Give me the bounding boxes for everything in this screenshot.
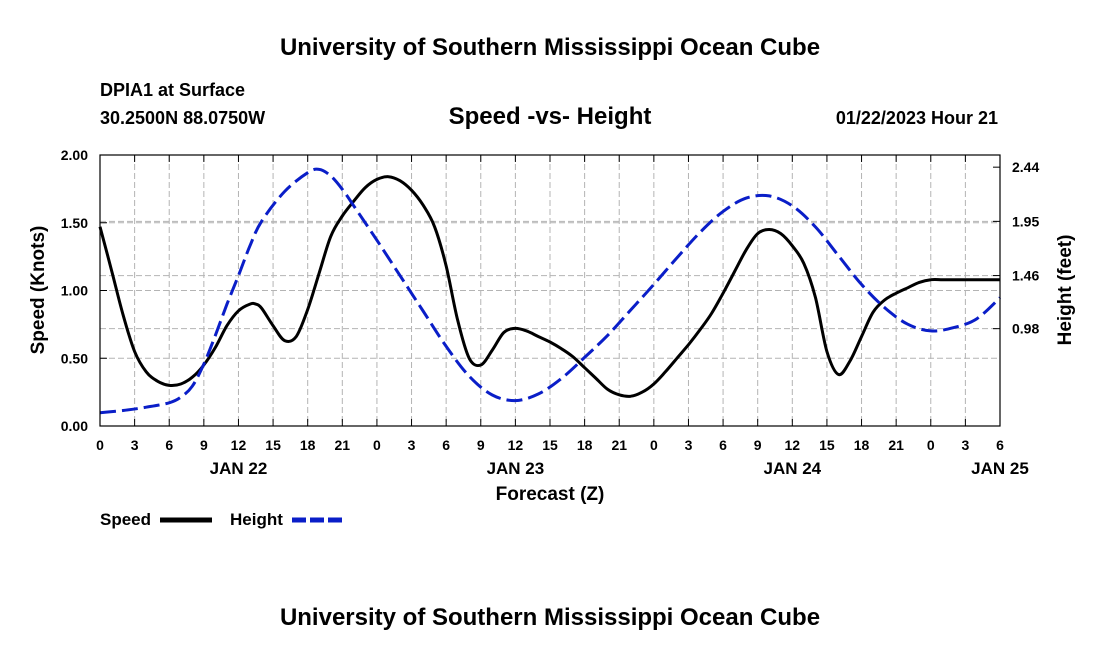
x-tick-label: 18 bbox=[300, 437, 316, 453]
main-title: University of Southern Mississippi Ocean… bbox=[280, 34, 820, 61]
y2-axis-title: Height (feet) bbox=[1055, 235, 1076, 346]
x-tick-label: 9 bbox=[200, 437, 208, 453]
station-label: DPIA1 at Surface bbox=[100, 80, 245, 100]
x-tick-label: 21 bbox=[335, 437, 351, 453]
x-tick-label: 0 bbox=[927, 437, 935, 453]
y2-tick-label: 0.98 bbox=[1012, 321, 1039, 337]
x-tick-label: 12 bbox=[508, 437, 524, 453]
x-tick-label: 21 bbox=[611, 437, 627, 453]
x-date-label: JAN 22 bbox=[210, 459, 268, 478]
y2-tick-label: 2.44 bbox=[1012, 159, 1039, 175]
x-tick-label: 9 bbox=[477, 437, 485, 453]
legend-height-label: Height bbox=[230, 510, 283, 529]
forecast-datetime: 01/22/2023 Hour 21 bbox=[836, 108, 998, 128]
station-coords: 30.2500N 88.0750W bbox=[100, 108, 265, 128]
x-tick-label: 21 bbox=[888, 437, 904, 453]
x-tick-label: 15 bbox=[265, 437, 281, 453]
x-date-label: JAN 24 bbox=[763, 459, 821, 478]
x-tick-label: 0 bbox=[373, 437, 381, 453]
legend-speed-label: Speed bbox=[100, 510, 151, 529]
x-tick-label: 15 bbox=[542, 437, 558, 453]
x-axis-title: Forecast (Z) bbox=[496, 484, 605, 505]
x-tick-label: 0 bbox=[96, 437, 104, 453]
y-tick-label: 1.00 bbox=[61, 283, 88, 299]
y2-tick-label: 1.46 bbox=[1012, 268, 1039, 284]
x-tick-label: 18 bbox=[577, 437, 593, 453]
x-tick-label: 15 bbox=[819, 437, 835, 453]
x-tick-label: 6 bbox=[165, 437, 173, 453]
y2-tick-label: 1.95 bbox=[1012, 213, 1039, 229]
series-speed-line bbox=[98, 175, 1000, 398]
x-tick-label: 9 bbox=[754, 437, 762, 453]
series-layer bbox=[98, 167, 1002, 415]
chart-subtitle: Speed -vs- Height bbox=[449, 103, 652, 130]
x-tick-label: 12 bbox=[231, 437, 247, 453]
grid bbox=[100, 155, 1000, 426]
y-axis-title: Speed (Knots) bbox=[28, 226, 49, 355]
x-tick-label: 3 bbox=[408, 437, 416, 453]
y-tick-label: 2.00 bbox=[61, 147, 88, 163]
series-height-line bbox=[99, 167, 1002, 415]
x-tick-label: 6 bbox=[719, 437, 727, 453]
x-tick-label: 0 bbox=[650, 437, 658, 453]
x-tick-label: 18 bbox=[854, 437, 870, 453]
x-tick-label: 6 bbox=[996, 437, 1004, 453]
footer-title: University of Southern Mississippi Ocean… bbox=[280, 604, 820, 631]
x-tick-label: 3 bbox=[961, 437, 969, 453]
x-date-label: JAN 23 bbox=[487, 459, 545, 478]
y-tick-label: 0.50 bbox=[61, 350, 88, 366]
x-date-label: JAN 25 bbox=[971, 459, 1029, 478]
x-tick-label: 6 bbox=[442, 437, 450, 453]
x-tick-label: 3 bbox=[131, 437, 139, 453]
x-tick-label: 12 bbox=[785, 437, 801, 453]
axes: 0 3 6 9 12 15 18 21 0 3 6 9 12 15 18 21 0 3 6 9 12 15 18 21 0 3 6 J… bbox=[61, 147, 1040, 478]
y-tick-label: 0.00 bbox=[61, 418, 88, 434]
x-tick-label: 3 bbox=[685, 437, 693, 453]
y-tick-label: 1.50 bbox=[61, 215, 88, 231]
legend: Speed Height bbox=[100, 510, 344, 529]
